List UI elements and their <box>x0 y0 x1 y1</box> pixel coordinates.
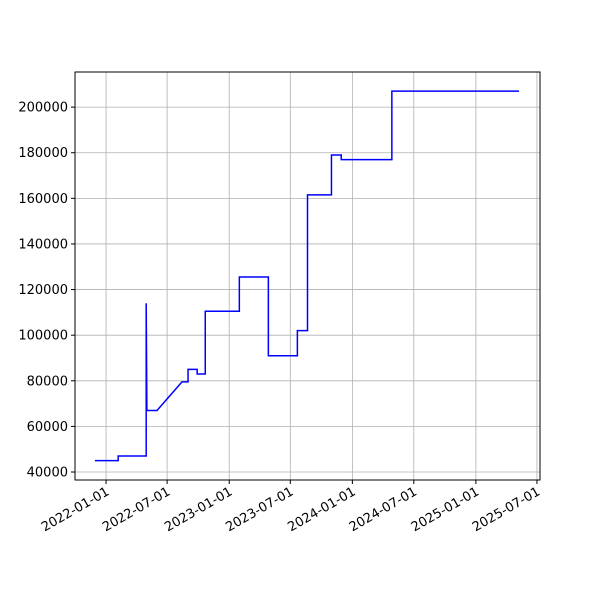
x-tick-label: 2024-01-01 <box>285 484 358 535</box>
y-tick-label: 140000 <box>18 237 68 252</box>
y-tick-label: 80000 <box>27 374 68 389</box>
y-tick-label: 100000 <box>18 329 68 344</box>
x-tick-label: 2022-07-01 <box>100 484 173 535</box>
x-tick-label: 2025-07-01 <box>470 484 543 535</box>
y-tick-label: 120000 <box>18 283 68 298</box>
x-tick-label: 2025-01-01 <box>409 484 482 535</box>
plot-frame <box>74 71 541 481</box>
y-tick-label: 40000 <box>27 466 68 481</box>
data-line <box>94 90 520 462</box>
y-tick-label: 200000 <box>18 101 68 116</box>
x-tick-label: 2022-01-01 <box>39 484 112 535</box>
x-tick-label: 2023-07-01 <box>223 484 296 535</box>
x-tick-label: 2024-07-01 <box>347 484 420 535</box>
y-tick-label: 60000 <box>27 420 68 435</box>
y-tick-label: 180000 <box>18 146 68 161</box>
y-tick-label: 160000 <box>18 192 68 207</box>
x-tick-label: 2023-01-01 <box>162 484 235 535</box>
